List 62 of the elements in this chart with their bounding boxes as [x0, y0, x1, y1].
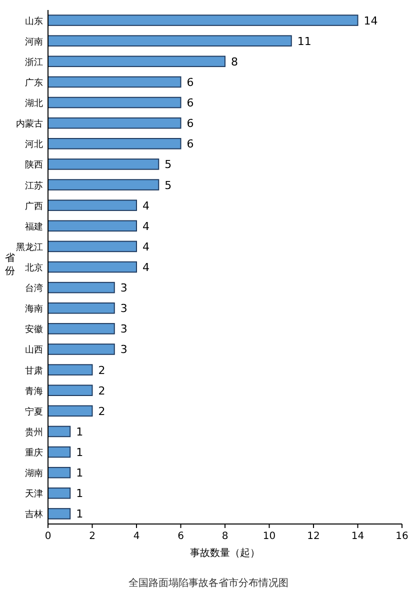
- y-tick-label: 海南: [25, 304, 43, 315]
- x-tick-label: 4: [133, 531, 140, 542]
- y-tick-label: 河北: [25, 139, 43, 150]
- x-axis-title: 事故数量（起）: [190, 547, 260, 559]
- data-label: 5: [164, 158, 172, 172]
- data-label: 6: [186, 138, 194, 151]
- y-tick-label: 湖南: [25, 468, 43, 480]
- y-tick-label: 重庆: [25, 448, 43, 459]
- y-tick-label: 吉林: [25, 509, 43, 520]
- y-tick-label: 内蒙古: [16, 118, 43, 130]
- y-tick-label: 山东: [25, 16, 43, 27]
- data-label: 1: [76, 508, 84, 521]
- y-tick-label: 陕西: [25, 160, 43, 171]
- data-label: 4: [142, 199, 150, 212]
- data-label: 2: [98, 384, 106, 398]
- x-tick-label: 14: [351, 531, 364, 542]
- y-tick-label: 广东: [25, 77, 43, 88]
- data-label: 4: [142, 220, 150, 233]
- x-tick-label: 10: [262, 531, 276, 542]
- data-label: 1: [76, 446, 84, 460]
- y-tick-label: 福建: [25, 221, 43, 232]
- data-label: 5: [164, 178, 172, 192]
- y-tick-label: 浙江: [25, 56, 43, 68]
- data-label: 1: [76, 487, 84, 500]
- y-axis-title: 省份: [5, 252, 15, 277]
- y-tick-label: 江苏: [25, 180, 43, 192]
- data-label: 3: [120, 282, 128, 295]
- text: 全国路面塌陷事故各省市分布情况图: [128, 577, 288, 589]
- x-tick-label: 8: [222, 531, 228, 542]
- y-tick-label: 北京: [25, 262, 43, 274]
- data-label: 11: [297, 34, 312, 48]
- data-label: 6: [186, 117, 194, 130]
- y-tick-label: 贵州: [25, 426, 43, 438]
- y-tick-label: 宁夏: [25, 406, 43, 418]
- y-tick-label: 甘肃: [25, 365, 43, 376]
- data-label: 1: [76, 466, 84, 480]
- y-tick-label: 湖北: [25, 98, 43, 110]
- x-tick-label: 12: [307, 531, 320, 542]
- y-tick-label: 河南: [25, 36, 43, 48]
- data-label: 6: [186, 96, 194, 110]
- y-tick-label: 天津: [25, 488, 43, 500]
- y-tick-label: 青海: [25, 386, 43, 397]
- data-label: 3: [120, 322, 128, 336]
- x-tick-label: 0: [44, 531, 52, 542]
- data-label: 4: [142, 240, 150, 254]
- data-label: 4: [142, 261, 150, 274]
- data-label: 14: [364, 14, 378, 28]
- y-tick-label: 黑龙江: [16, 242, 43, 253]
- data-label: 2: [98, 404, 106, 418]
- data-label: 3: [120, 302, 128, 316]
- data-label: 1: [76, 425, 84, 438]
- data-label: 8: [231, 55, 238, 68]
- y-tick-label: 安徽: [25, 324, 43, 336]
- x-tick-label: 16: [396, 531, 408, 542]
- y-tick-label: 广西: [25, 200, 43, 212]
- data-label: 3: [120, 343, 128, 356]
- y-tick-label: 台湾: [25, 283, 43, 294]
- y-tick-label: 山西: [25, 344, 43, 356]
- x-tick-label: 2: [89, 531, 96, 542]
- x-tick-label: 6: [178, 531, 184, 542]
- data-label: 6: [186, 76, 194, 89]
- data-label: 2: [98, 364, 106, 377]
